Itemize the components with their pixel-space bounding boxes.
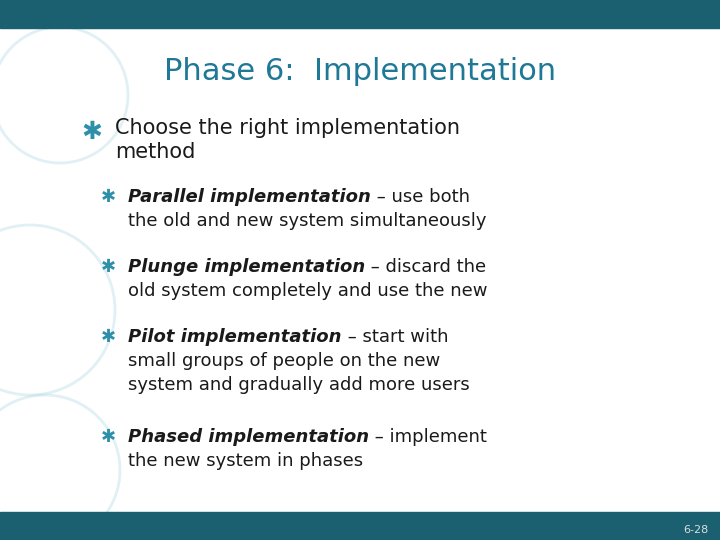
Text: ✱: ✱	[100, 188, 116, 206]
Text: – start with: – start with	[341, 328, 448, 346]
Bar	[0, 512, 720, 540]
Text: Plunge implementation: Plunge implementation	[128, 258, 365, 276]
Text: – implement: – implement	[369, 428, 487, 446]
Text: – discard the: – discard the	[365, 258, 487, 276]
Text: the new system in phases: the new system in phases	[128, 452, 363, 470]
Text: Phased implementation: Phased implementation	[128, 428, 369, 446]
Text: ✱: ✱	[100, 428, 116, 446]
Bar	[0, 0, 720, 28]
Text: ✱: ✱	[81, 120, 102, 144]
Text: Parallel implementation: Parallel implementation	[128, 188, 371, 206]
Text: 6-28: 6-28	[683, 525, 708, 535]
Text: Pilot implementation: Pilot implementation	[128, 328, 341, 346]
Text: small groups of people on the new: small groups of people on the new	[128, 352, 440, 370]
Text: Choose the right implementation: Choose the right implementation	[115, 118, 460, 138]
Text: Phase 6:  Implementation: Phase 6: Implementation	[164, 57, 556, 86]
Text: system and gradually add more users: system and gradually add more users	[128, 376, 469, 394]
Text: – use both: – use both	[371, 188, 470, 206]
Text: the old and new system simultaneously: the old and new system simultaneously	[128, 212, 487, 230]
Text: ✱: ✱	[100, 328, 116, 346]
Text: old system completely and use the new: old system completely and use the new	[128, 282, 487, 300]
Text: method: method	[115, 142, 195, 162]
Text: ✱: ✱	[100, 258, 116, 276]
